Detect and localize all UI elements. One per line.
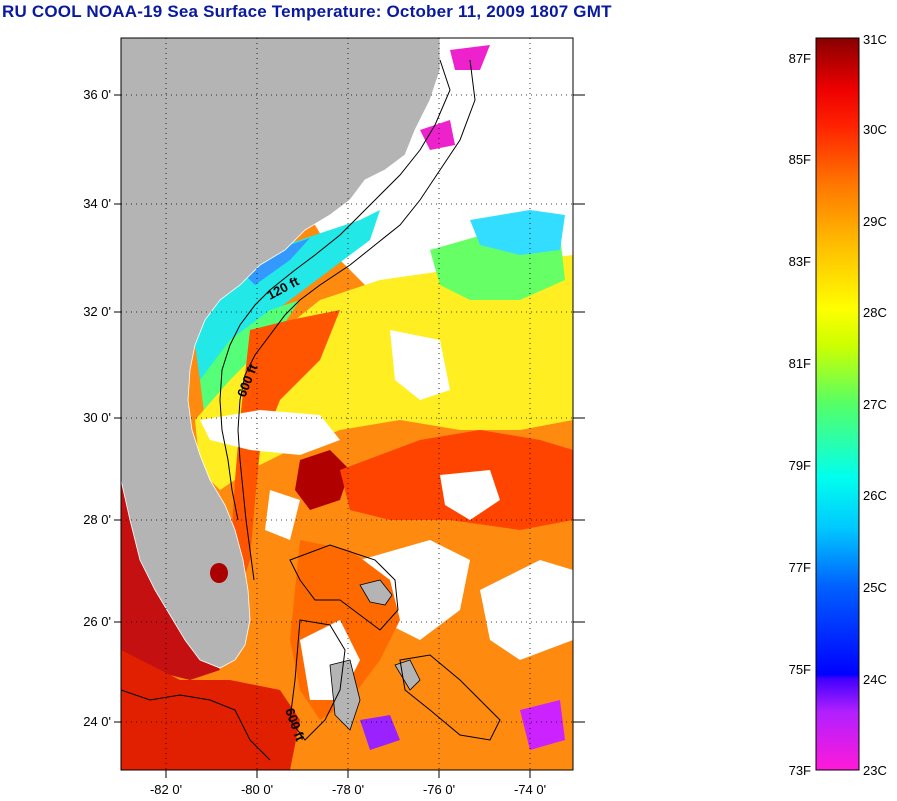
magenta-patch-top [450, 45, 490, 70]
longitude-labels: -82 0' -80 0' -78 0' -76 0' -74 0' [150, 782, 546, 797]
lat-label-34: 34 0' [83, 196, 111, 211]
cb-c-27: 27C [863, 397, 887, 412]
cb-f-85: 85F [789, 152, 811, 167]
contour-east-bahamas [399, 654, 501, 741]
gulf-stream-warm [230, 310, 340, 590]
contour-120ft [219, 59, 451, 521]
bahamas-island-1 [359, 579, 393, 606]
lat-label-28: 28 0' [83, 512, 111, 527]
cb-f-87: 87F [789, 51, 811, 66]
land-mainland [121, 38, 441, 669]
cloud-patch-6 [480, 560, 573, 660]
south-warm-region [121, 650, 300, 770]
cb-f-79: 79F [789, 458, 811, 473]
contour-600ft [237, 59, 476, 581]
colorbar [815, 37, 860, 771]
cb-f-77: 77F [789, 560, 811, 575]
lat-label-36: 36 0' [83, 87, 111, 102]
map-panel: 120 ft 600 ft 600 ft [121, 38, 573, 770]
cb-f-73: 73F [789, 763, 811, 778]
cb-c-24: 24C [863, 672, 887, 687]
graticule [121, 38, 573, 770]
cb-f-75: 75F [789, 662, 811, 677]
cloud-patch-2 [200, 410, 340, 455]
bahamas-island-2 [329, 659, 361, 731]
cb-c-23: 23C [863, 763, 887, 778]
cb-c-29: 29C [863, 214, 887, 229]
contour-bahamas-2 [289, 619, 346, 741]
cb-c-26: 26C [863, 488, 887, 503]
cb-c-28: 28C [863, 305, 887, 320]
cb-f-83: 83F [789, 254, 811, 269]
hot-core [295, 450, 350, 510]
lon-label-82: -82 0' [150, 782, 182, 797]
lake-okeechobee [210, 563, 228, 583]
map-tick-marks [114, 94, 585, 778]
map-title: RU COOL NOAA-19 Sea Surface Temperature:… [2, 2, 612, 21]
cb-c-31: 31C [863, 32, 887, 47]
cb-c-25: 25C [863, 580, 887, 595]
cloud-patch-1 [390, 330, 450, 400]
lon-label-76: -76 0' [423, 782, 455, 797]
latitude-labels: 36 0' 34 0' 32 0' 30 0' 28 0' 26 0' 24 0… [83, 87, 111, 729]
cb-c-30: 30C [863, 122, 887, 137]
lat-label-32: 32 0' [83, 304, 111, 319]
colorbar-fahrenheit-labels: 87F 85F 83F 81F 79F 77F 75F 73F [789, 51, 811, 778]
cloud-patch-5 [265, 490, 300, 540]
lat-label-30: 30 0' [83, 410, 111, 425]
purple-patch-south [360, 715, 400, 750]
blue-patch-1 [240, 238, 310, 285]
lon-label-78: -78 0' [332, 782, 364, 797]
magenta-patch-north [420, 120, 455, 150]
cb-f-81: 81F [789, 356, 811, 371]
lat-label-26: 26 0' [83, 614, 111, 629]
colorbar-celsius-labels: 31C 30C 29C 28C 27C 26C 25C 24C 23C [863, 32, 887, 778]
contour-south [121, 689, 271, 761]
lon-label-74: -74 0' [514, 782, 546, 797]
magenta-patch-se [520, 700, 565, 750]
contour-bahamas [289, 544, 399, 631]
map-frame [120, 37, 574, 771]
cyan-patch-offshore [470, 210, 565, 255]
cloud-patch-3 [440, 470, 500, 520]
lat-label-24: 24 0' [83, 714, 111, 729]
lon-label-80: -80 0' [241, 782, 273, 797]
